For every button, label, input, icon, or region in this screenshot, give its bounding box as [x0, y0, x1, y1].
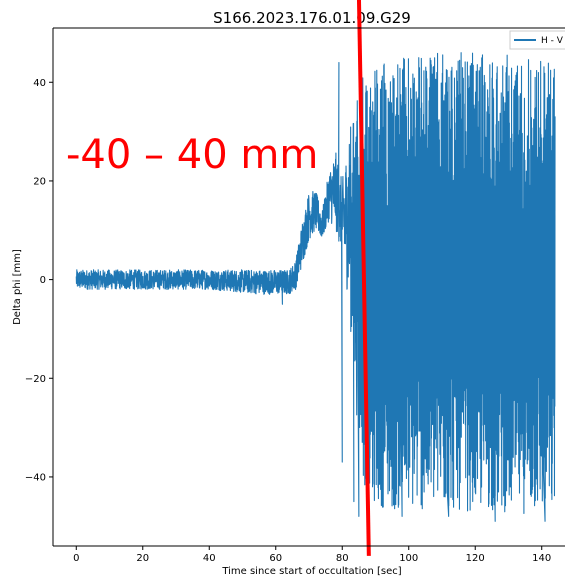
axes-frame	[52, 27, 565, 547]
y-tick-label: 40	[33, 78, 46, 89]
chart-title: S166.2023.176.01.09.G29	[213, 9, 411, 27]
legend-box	[509, 30, 565, 50]
x-tick-label: 0	[73, 553, 79, 564]
y-tick-label: −20	[25, 374, 46, 385]
annotation-range-text: -40 – 40 mm	[66, 132, 318, 178]
x-tick-label: 100	[399, 553, 418, 564]
x-tick-label: 60	[269, 553, 282, 564]
y-axis: −40 −20 0 20 40	[25, 78, 53, 483]
series-line	[75, 52, 556, 522]
x-tick-label: 20	[136, 553, 149, 564]
x-axis: 0 20 40 60 80 100 120 140	[73, 546, 551, 564]
x-tick-label: 140	[532, 553, 551, 564]
x-tick-label: 80	[336, 553, 349, 564]
x-tick-label: 40	[203, 553, 216, 564]
annotation-red-line	[356, 0, 371, 556]
annotation-layer: -40 – 40 mm	[66, 0, 371, 556]
series-h-v	[75, 52, 556, 522]
y-tick-label: 20	[33, 176, 46, 187]
x-tick-label: 120	[466, 553, 485, 564]
legend-label: H - V	[541, 36, 564, 46]
y-tick-label: 0	[40, 275, 46, 286]
x-axis-label: Time since start of occultation [sec]	[221, 566, 401, 577]
y-tick-label: −40	[25, 472, 46, 483]
y-axis-label: Delta phi [mm]	[12, 249, 23, 325]
legend: H - V	[509, 30, 565, 50]
